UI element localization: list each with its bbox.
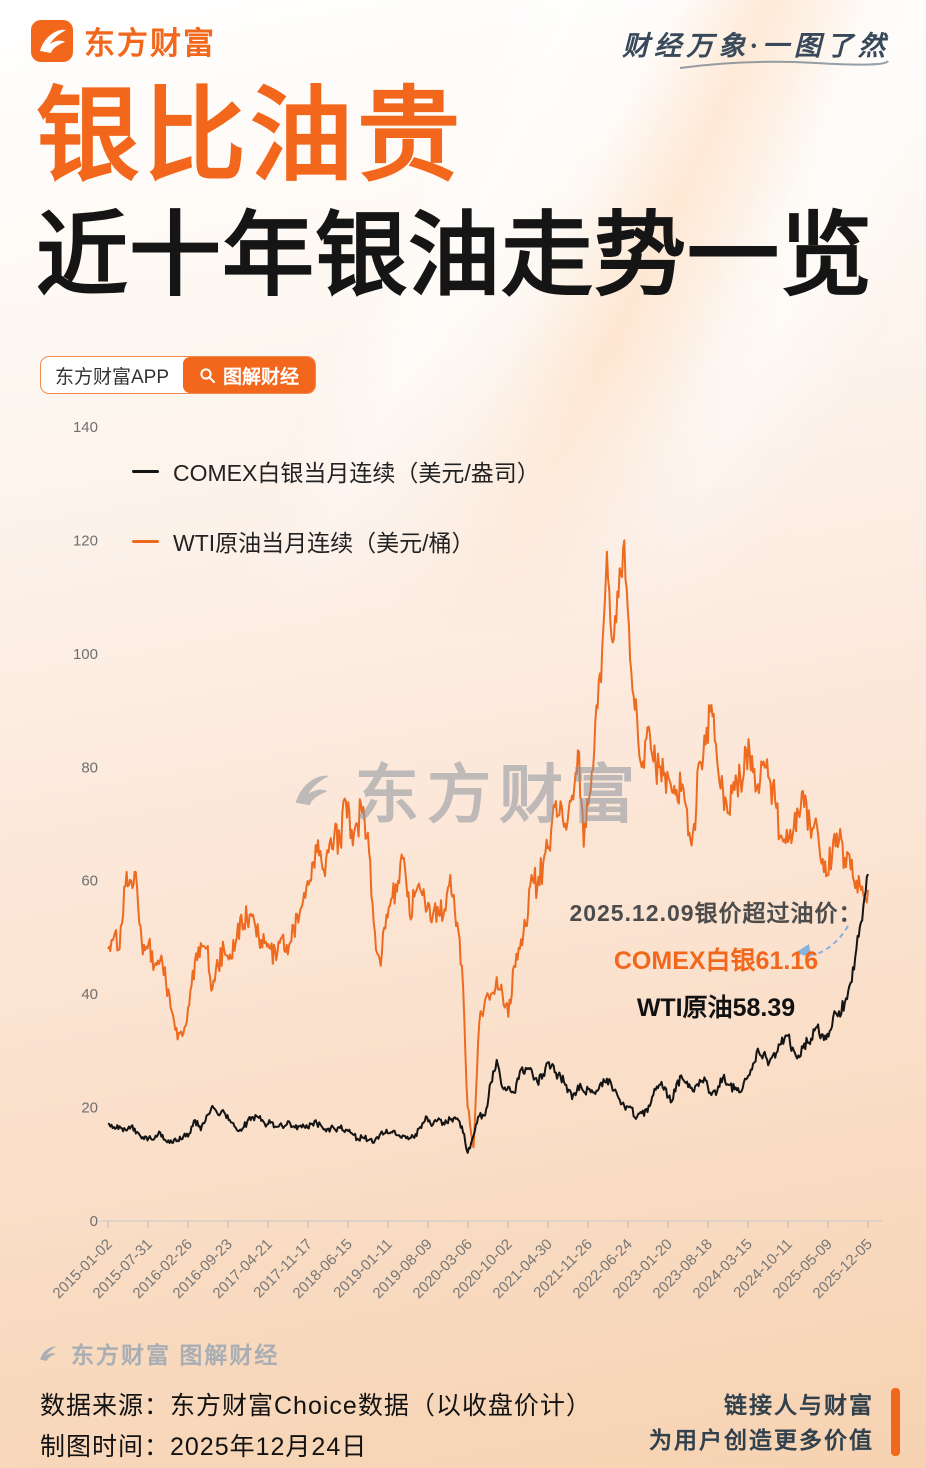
- tagline-swoosh-icon: [679, 60, 889, 69]
- brand-name: 东方财富: [84, 26, 216, 61]
- header-brand: 东方财富: [30, 18, 216, 63]
- legend-dash-silver-icon: [132, 469, 159, 473]
- footer-watermark-text: 东方财富 图解财经: [71, 1342, 280, 1368]
- y-tick-label: 140: [73, 419, 98, 436]
- search-icon: [200, 367, 216, 383]
- legend-item-oil: WTI原油当月连续（美元/桶）: [132, 524, 540, 558]
- legend-label-oil: WTI原油当月连续（美元/桶）: [173, 530, 475, 556]
- explain-finance-button[interactable]: 图解财经: [183, 357, 316, 393]
- data-source-block: 数据来源：东方财富Choice数据（以收盘价计） 制图时间：2025年12月24…: [40, 1386, 592, 1468]
- y-tick-label: 120: [73, 532, 98, 549]
- footer-watermark-logo-icon: [40, 1346, 57, 1361]
- app-badge-label: 东方财富APP: [55, 366, 170, 388]
- explain-finance-button-label: 图解财经: [223, 366, 300, 388]
- y-tick-label: 40: [81, 986, 98, 1003]
- brand-slogan: 链接人与财富 为用户创造更多价值: [649, 1388, 874, 1458]
- annotation-arrow-head-icon: [795, 944, 811, 957]
- legend-label-silver: COMEX白银当月连续（美元/盎司）: [173, 460, 540, 486]
- footer-watermark: 东方财富 图解财经: [34, 1336, 279, 1370]
- app-badge: 东方财富APP 图解财经: [40, 356, 317, 394]
- silver-line-path: [107, 873, 869, 1154]
- chart-date-line: 制图时间：2025年12月24日: [40, 1433, 368, 1461]
- oil-line-path: [107, 539, 869, 1149]
- data-source-line: 数据来源：东方财富Choice数据（以收盘价计）: [40, 1392, 592, 1420]
- chart-legend: COMEX白银当月连续（美元/盎司） WTI原油当月连续（美元/桶）: [132, 454, 540, 594]
- legend-dash-oil-icon: [132, 539, 159, 543]
- y-tick-label: 60: [81, 873, 98, 890]
- slogan-line1: 链接人与财富: [724, 1392, 874, 1418]
- y-tick-label: 100: [73, 646, 98, 663]
- slogan-line2: 为用户创造更多价值: [649, 1427, 874, 1453]
- eastmoney-logo-icon: [31, 19, 73, 62]
- y-tick-label: 20: [81, 1100, 98, 1117]
- slogan-accent-bar: [891, 1388, 900, 1456]
- page-title-highlight: 银比油贵: [36, 78, 464, 193]
- y-tick-label: 0: [90, 1213, 98, 1230]
- page-title-main: 近十年银油走势一览: [36, 205, 874, 307]
- legend-item-silver: COMEX白银当月连续（美元/盎司）: [132, 454, 540, 488]
- header-tagline: 财经万象·一图了然: [622, 31, 890, 61]
- y-tick-label: 80: [81, 759, 98, 776]
